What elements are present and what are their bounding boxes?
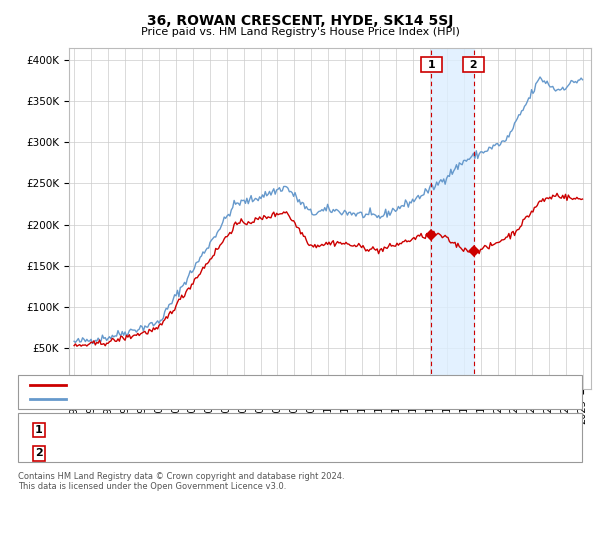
Text: Price paid vs. HM Land Registry's House Price Index (HPI): Price paid vs. HM Land Registry's House … [140, 27, 460, 37]
Text: HPI: Average price, detached house, Tameside: HPI: Average price, detached house, Tame… [78, 394, 320, 404]
Text: 9% ↓ HPI: 9% ↓ HPI [402, 425, 451, 435]
Text: 36, ROWAN CRESCENT, HYDE, SK14 5SJ (detached house): 36, ROWAN CRESCENT, HYDE, SK14 5SJ (deta… [78, 380, 379, 390]
Bar [431, 48, 474, 389]
Text: 32% ↓ HPI: 32% ↓ HPI [402, 448, 457, 458]
Text: 1: 1 [35, 425, 43, 435]
Text: 30-JUL-2018: 30-JUL-2018 [84, 448, 148, 458]
Text: £186,950: £186,950 [276, 425, 326, 435]
Text: 2: 2 [35, 448, 43, 458]
Text: 1: 1 [424, 59, 439, 69]
Text: Contains HM Land Registry data © Crown copyright and database right 2024.
This d: Contains HM Land Registry data © Crown c… [18, 472, 344, 491]
Text: 2: 2 [466, 59, 481, 69]
Text: £168,000: £168,000 [276, 448, 325, 458]
Text: 36, ROWAN CRESCENT, HYDE, SK14 5SJ: 36, ROWAN CRESCENT, HYDE, SK14 5SJ [147, 14, 453, 28]
Text: 29-JAN-2016: 29-JAN-2016 [84, 425, 149, 435]
